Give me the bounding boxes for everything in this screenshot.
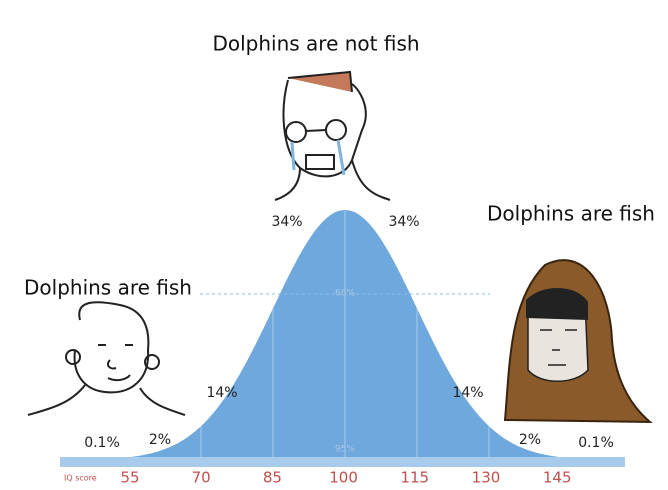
tick-label: 70 (192, 469, 211, 487)
tick-label: 115 (400, 469, 429, 487)
tick-label: 55 (120, 469, 139, 487)
pct-label: 14% (206, 385, 237, 401)
tick-label: 100 (329, 469, 358, 487)
tick-label: 85 (263, 469, 282, 487)
sd-lines (128, 210, 562, 460)
pct-label: 34% (388, 214, 419, 230)
pct-label: 0.1% (578, 435, 614, 451)
bell-curve (60, 210, 625, 460)
pct-label: 2% (519, 432, 541, 448)
pct-label: 14% (452, 385, 483, 401)
axis-label: IQ score (64, 474, 97, 483)
left-face (27, 301, 186, 416)
caption: Dolphins are fish (24, 276, 192, 300)
pct-label: 2% (149, 432, 171, 448)
ticks: 55 70 85 100 115 130 145 (120, 469, 571, 487)
pct-label: 95% (335, 445, 355, 455)
caption: Dolphins are not fish (212, 32, 419, 56)
pct-label: 34% (271, 214, 302, 230)
right-face (503, 259, 653, 424)
middle-face (274, 70, 391, 201)
pct-label: 68% (335, 289, 355, 299)
tick-label: 130 (472, 469, 501, 487)
axis-strip (60, 457, 625, 467)
pct-label: 0.1% (84, 435, 120, 451)
tick-label: 145 (543, 469, 572, 487)
caption: Dolphins are fish (487, 202, 655, 226)
